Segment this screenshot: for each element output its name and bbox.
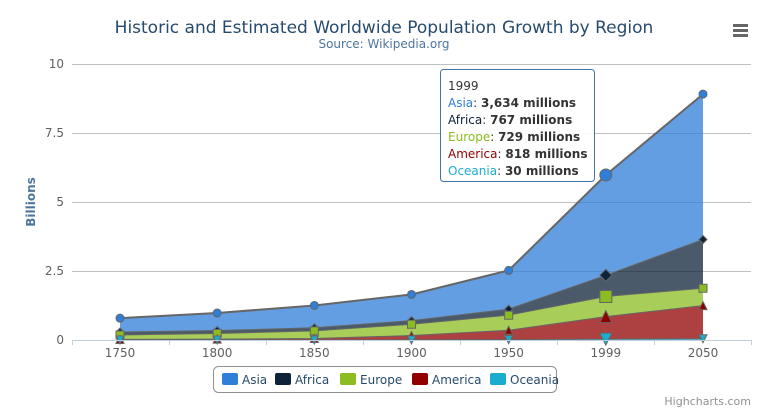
x-tick-label: 2050	[688, 346, 719, 360]
y-tick-label: 5	[56, 195, 64, 209]
marker-asia	[309, 300, 319, 310]
x-tick-label: 1750	[105, 346, 136, 360]
marker-europe	[309, 326, 319, 336]
marker-america	[698, 300, 708, 311]
marker-africa	[698, 234, 708, 245]
legend-item-oceania[interactable]: Oceania	[490, 373, 559, 387]
marker-oceania	[503, 335, 514, 345]
area-africa	[120, 239, 703, 335]
x-tick-label: 1800	[202, 346, 233, 360]
marker-europe	[504, 310, 514, 320]
tooltip-row: Oceania: 30 millions	[448, 164, 579, 178]
legend-item-europe[interactable]: Europe	[340, 373, 402, 387]
legend-label: Asia	[242, 373, 267, 387]
series-markers	[115, 89, 708, 347]
series-areas	[119, 93, 704, 341]
tooltip: 1999 Asia: 3,634 millions Africa: 767 mil…	[440, 69, 595, 182]
menu-button[interactable]	[730, 20, 752, 40]
marker-america	[599, 309, 613, 324]
legend-symbol	[340, 373, 356, 385]
y-tick-label: 10	[49, 57, 64, 71]
marker-asia	[698, 89, 708, 99]
y-axis: 0 2.5 5 7.5 10	[45, 57, 64, 347]
legend-label: Europe	[360, 373, 402, 387]
tooltip-row: Africa: 767 millions	[448, 113, 572, 127]
area-america	[120, 305, 703, 340]
marker-oceania	[599, 332, 613, 347]
x-tick-label: 1999	[591, 346, 622, 360]
legend-symbol	[412, 373, 428, 385]
chart-title: Historic and Estimated Worldwide Populat…	[115, 18, 654, 38]
marker-europe	[407, 319, 416, 329]
legend-label: Oceania	[510, 373, 559, 387]
marker-asia	[504, 265, 514, 275]
marker-europe	[599, 289, 613, 303]
tooltip-row: America: 818 millions	[448, 147, 587, 161]
marker-oceania	[698, 334, 708, 344]
hamburger-menu-icon[interactable]	[733, 24, 748, 37]
marker-asia	[599, 168, 613, 182]
y-axis-title: Billions	[24, 177, 38, 227]
legend-label: Africa	[295, 373, 329, 387]
marker-oceania	[212, 335, 222, 346]
legend-item-america[interactable]: America	[412, 373, 482, 387]
legend-item-africa[interactable]: Africa	[275, 373, 329, 387]
credits-link[interactable]: Highcharts.com	[664, 395, 751, 408]
legend-symbol	[275, 373, 291, 385]
tooltip-row: Asia: 3,634 millions	[448, 96, 576, 110]
y-tick-label: 2.5	[45, 264, 64, 278]
tooltip-header: 1999	[448, 79, 479, 93]
marker-asia	[212, 308, 222, 318]
y-tick-label: 0	[56, 333, 64, 347]
marker-asia	[407, 289, 416, 299]
x-axis: 1750 1800 1850 1900 1950 1999 2050	[72, 340, 752, 360]
legend: Asia Africa Europe America Oceania	[213, 366, 559, 393]
y-tick-label: 7.5	[45, 126, 64, 140]
legend-item-asia[interactable]: Asia	[222, 373, 267, 387]
legend-symbol	[490, 373, 506, 385]
marker-america	[503, 325, 514, 335]
marker-oceania	[406, 335, 417, 345]
legend-label: America	[432, 373, 482, 387]
marker-africa	[599, 268, 613, 283]
chart-subtitle: Source: Wikipedia.org	[318, 37, 449, 51]
x-tick-label: 1850	[299, 346, 330, 360]
x-tick-label: 1950	[493, 346, 524, 360]
area-asia	[120, 94, 703, 333]
x-tick-label: 1900	[396, 346, 427, 360]
marker-oceania	[115, 335, 125, 346]
legend-symbol	[222, 373, 238, 385]
marker-asia	[115, 313, 125, 323]
marker-oceania	[309, 335, 320, 346]
marker-europe	[698, 283, 708, 293]
tooltip-row: Europe: 729 millions	[448, 130, 580, 144]
